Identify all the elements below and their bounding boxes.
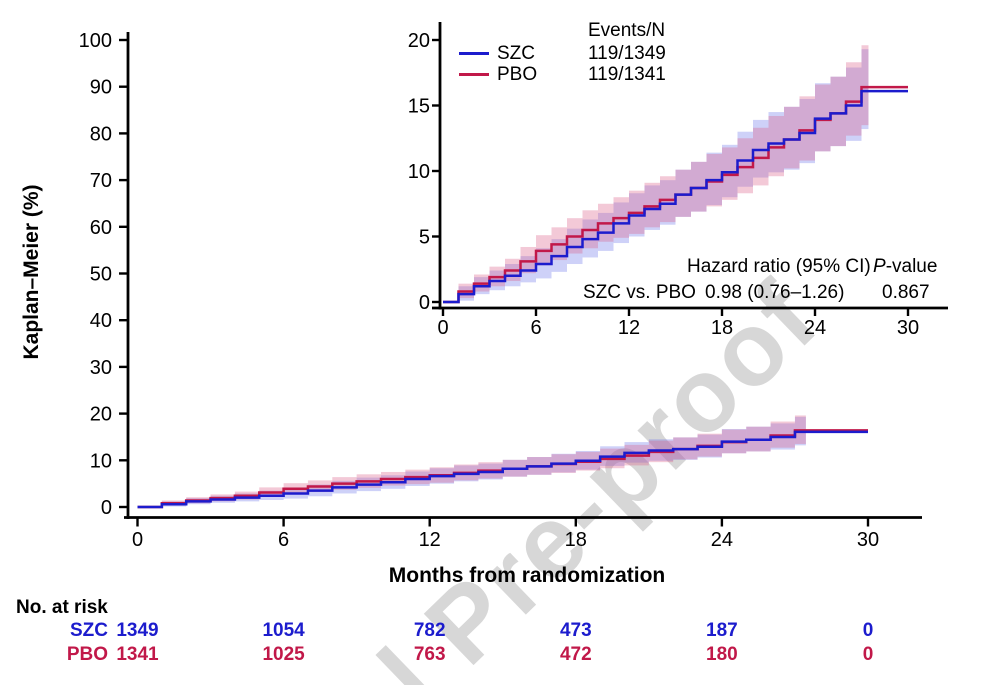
- risk-table-title: No. at risk: [16, 597, 108, 618]
- y-tick-label: 15: [408, 96, 430, 118]
- risk-value-szc-m18: 473: [559, 620, 592, 641]
- legend-line-szc: [459, 52, 489, 55]
- x-tick-label: 30: [897, 317, 919, 339]
- ci-band-segment: [830, 76, 846, 147]
- y-tick-label: 100: [79, 30, 112, 52]
- x-tick-label: 12: [618, 317, 640, 339]
- y-tick-label: 40: [90, 310, 112, 332]
- risk-value-pbo-m30: 0: [862, 644, 874, 665]
- y-tick-label: 20: [408, 30, 430, 52]
- ci-band-segment: [520, 256, 536, 283]
- legend-line-pbo: [459, 73, 489, 76]
- inset-plot: 0 5 10 15 20 0 6 12 18 24 30: [408, 22, 948, 339]
- x-tick-label: 24: [711, 529, 733, 551]
- ci-band-segment: [722, 144, 738, 198]
- ci-band-segment: [753, 119, 769, 178]
- ci-band-segment: [520, 246, 536, 274]
- ci-band-segment: [644, 182, 660, 228]
- risk-value-pbo-m12: 763: [413, 644, 446, 665]
- x-tick-label: 30: [857, 529, 879, 551]
- km-curve-szc: [443, 89, 908, 304]
- y-tick-label: 0: [419, 292, 430, 314]
- ci-band-segment: [737, 131, 753, 187]
- y-tick-label: 30: [90, 357, 112, 379]
- x-tick-label: 6: [530, 317, 541, 339]
- legend-label-szc: SZC: [497, 43, 535, 64]
- legend-label-pbo: PBO: [497, 64, 538, 85]
- y-axis-label: Kaplan–Meier (%): [20, 184, 43, 360]
- x-tick-label: 0: [132, 529, 143, 551]
- comparison-label: SZC vs. PBO: [583, 282, 696, 303]
- legend-events-header: Events/N: [588, 20, 666, 41]
- ci-band-segment: [846, 67, 862, 141]
- ci-band-segment: [660, 180, 676, 225]
- y-tick-label: 5: [419, 227, 430, 249]
- y-tick-label: 0: [101, 497, 112, 519]
- risk-row-label-szc: SZC: [70, 620, 108, 641]
- x-tick-label: 24: [804, 317, 826, 339]
- y-tick-label: 60: [90, 217, 112, 239]
- ci-band-segment: [753, 127, 769, 186]
- ci-band-segment: [799, 96, 815, 161]
- ci-band-segment: [675, 169, 691, 217]
- risk-value-szc-m6: 1054: [262, 620, 305, 641]
- p-italic: P: [873, 256, 886, 277]
- hazard-ratio-header: Hazard ratio (95% CI): [687, 256, 871, 277]
- y-tick-label: 10: [408, 161, 430, 183]
- y-tick-label: 20: [90, 404, 112, 426]
- ci-band-tail: [861, 45, 869, 126]
- risk-value-pbo-m24: 180: [706, 644, 738, 665]
- ci-band-segment: [644, 185, 660, 230]
- x-tick-label: 18: [565, 529, 587, 551]
- x-tick-label: 0: [437, 317, 448, 339]
- ci-band-segment: [830, 76, 846, 147]
- ci-band-segment: [722, 147, 738, 200]
- p-value-header: P-value: [873, 256, 937, 278]
- legend-events-pbo: 119/1341: [588, 64, 666, 85]
- risk-value-pbo-m0: 1341: [116, 644, 159, 665]
- ci-band-segment: [675, 169, 691, 217]
- km-curve-szc: [137, 430, 868, 509]
- ci-band-segment: [691, 161, 707, 212]
- ci-band-segment: [815, 83, 831, 152]
- x-tick-label: 6: [278, 529, 289, 551]
- x-tick-label: 12: [419, 529, 441, 551]
- risk-row-label-pbo: PBO: [66, 644, 108, 665]
- x-tick-label: 18: [711, 317, 733, 339]
- risk-value-szc-m0: 1349: [116, 620, 159, 641]
- y-tick-label: 70: [90, 170, 112, 192]
- ci-band-tail: [861, 49, 869, 130]
- x-axis-label: Months from randomization: [388, 564, 666, 587]
- legend-events-szc: 119/1349: [588, 43, 666, 64]
- p-value: 0.867: [882, 282, 930, 303]
- risk-value-szc-m30: 0: [862, 620, 874, 641]
- y-tick-label: 80: [90, 123, 112, 145]
- risk-value-pbo-m6: 1025: [262, 644, 305, 665]
- ci-band-segment: [846, 62, 862, 136]
- ci-band-segment: [784, 106, 800, 169]
- ci-band-segment: [691, 161, 707, 212]
- y-tick-label: 10: [90, 450, 112, 472]
- p-rest: -value: [885, 256, 938, 277]
- y-tick-label: 50: [90, 264, 112, 286]
- risk-value-szc-m12: 782: [413, 620, 446, 641]
- hazard-ratio-value: 0.98 (0.76–1.26): [705, 282, 845, 303]
- ci-band-segment: [784, 106, 800, 170]
- y-tick-label: 90: [90, 77, 112, 99]
- ci-band-segment: [768, 112, 784, 173]
- ci-band-segment: [737, 138, 753, 194]
- ci-band-segment: [768, 115, 784, 177]
- ci-band-segment: [706, 152, 722, 206]
- risk-value-szc-m24: 187: [706, 620, 738, 641]
- risk-value-pbo-m18: 472: [559, 644, 592, 665]
